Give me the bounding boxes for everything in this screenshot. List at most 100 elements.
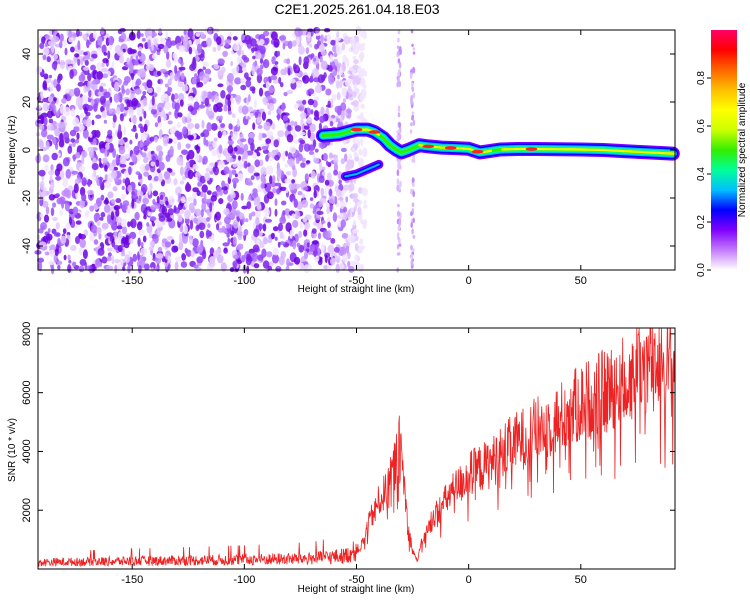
noise-speckle (360, 137, 364, 147)
noise-speckle (100, 147, 106, 154)
noise-speckle (264, 218, 273, 223)
noise-speckle (151, 155, 156, 163)
noise-speckle (135, 132, 138, 140)
noise-speckle (248, 212, 253, 221)
noise-speckle (67, 145, 73, 154)
noise-speckle (300, 162, 306, 168)
noise-speckle (345, 196, 349, 203)
noise-speckle (132, 253, 138, 262)
noise-speckle (237, 173, 244, 182)
noise-speckle (104, 197, 109, 205)
noise-speckle (91, 119, 95, 126)
noise-speckle (250, 38, 257, 47)
noise-speckle (62, 157, 70, 167)
noise-speckle (119, 103, 125, 113)
noise-speckle (411, 43, 414, 47)
noise-speckle (87, 72, 92, 82)
noise-speckle (353, 151, 358, 157)
noise-speckle (267, 265, 272, 271)
snr-x-tick-label: -50 (349, 574, 365, 586)
noise-speckle (317, 74, 325, 84)
secondary-branch (344, 163, 380, 178)
noise-speckle (205, 168, 210, 172)
noise-speckle (119, 202, 123, 209)
noise-speckle (93, 169, 97, 178)
noise-speckle (195, 153, 200, 162)
noise-speckle (320, 42, 325, 52)
noise-speckle (67, 254, 71, 261)
noise-speckle (227, 140, 235, 145)
noise-speckle (301, 199, 309, 208)
noise-speckle (167, 120, 173, 125)
noise-speckle (270, 66, 278, 76)
noise-speckle (326, 172, 332, 182)
noise-speckle (270, 75, 278, 81)
noise-speckle (305, 160, 311, 164)
noise-speckle (211, 90, 216, 96)
noise-speckle (341, 43, 346, 51)
noise-speckle (310, 109, 314, 115)
noise-speckle (172, 52, 178, 60)
noise-speckle (121, 226, 127, 235)
noise-speckle (332, 212, 338, 223)
noise-speckle (397, 76, 400, 83)
snr-panel: -150 -100 -50 0 50 8000 6000 4000 2000 Height o… (7, 322, 676, 595)
noise-speckle (354, 243, 359, 252)
noise-speckle (105, 142, 110, 150)
noise-speckle (360, 30, 364, 38)
noise-speckle (203, 136, 207, 146)
noise-speckle (158, 129, 163, 139)
noise-speckle (203, 192, 207, 203)
ridge-peak (444, 146, 457, 150)
noise-speckle (72, 117, 80, 127)
noise-speckle (412, 158, 416, 163)
noise-speckle (59, 210, 64, 216)
noise-speckle (411, 116, 414, 121)
noise-speckle (273, 139, 279, 148)
spectrogram-y-tick-label: 40 (21, 48, 33, 60)
noise-speckle (140, 126, 145, 134)
noise-speckle (265, 154, 269, 162)
noise-speckle (137, 237, 141, 247)
noise-speckle (396, 81, 400, 88)
noise-speckle (362, 30, 367, 40)
noise-speckle (52, 137, 57, 146)
noise-speckle (75, 220, 82, 225)
noise-speckle (50, 164, 54, 172)
noise-speckle (98, 233, 102, 240)
noise-speckle (211, 94, 215, 103)
noise-speckle (281, 151, 286, 162)
noise-speckle (116, 225, 123, 230)
noise-speckle (110, 211, 115, 221)
noise-speckle (350, 207, 355, 213)
noise-speckle (94, 258, 101, 269)
noise-speckle (163, 45, 169, 54)
noise-speckle (223, 247, 228, 254)
noise-speckle (123, 242, 130, 249)
noise-speckle (199, 230, 205, 239)
noise-speckle (241, 205, 248, 210)
noise-speckle (206, 37, 212, 47)
noise-speckle (226, 213, 234, 218)
noise-speckle (292, 40, 297, 47)
noise-speckle (66, 234, 70, 239)
noise-speckle (352, 198, 360, 203)
noise-speckle (46, 134, 54, 140)
noise-speckle (347, 85, 352, 93)
colorbar-label: Normalized spectral amplitude (737, 82, 748, 217)
noise-speckle (204, 97, 210, 107)
noise-speckle (208, 260, 216, 268)
noise-speckle (282, 210, 286, 216)
noise-speckle (299, 219, 304, 230)
noise-speckle (410, 188, 413, 195)
noise-speckle (201, 184, 208, 193)
noise-speckle (45, 141, 50, 150)
noise-speckle (182, 234, 188, 244)
noise-speckle (66, 189, 72, 199)
noise-speckle (327, 100, 331, 108)
noise-speckle (191, 77, 197, 85)
noise-speckle (286, 58, 291, 65)
noise-speckle (255, 216, 260, 226)
noise-speckle (171, 93, 175, 102)
noise-speckle (266, 131, 274, 138)
